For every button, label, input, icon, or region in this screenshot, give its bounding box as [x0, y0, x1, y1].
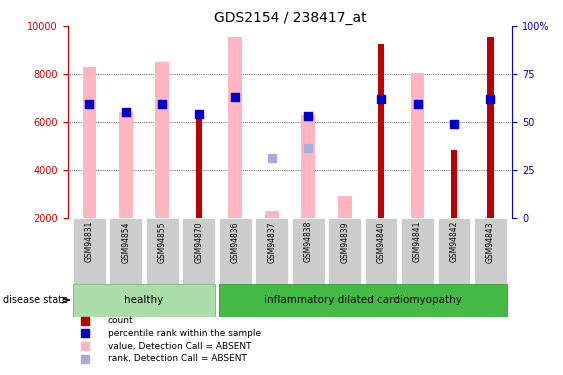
Point: [231, 94, 240, 100]
Point: [377, 96, 386, 102]
Bar: [451, 150, 457, 218]
Text: GSM94843: GSM94843: [486, 221, 495, 262]
Text: GSM94854: GSM94854: [122, 221, 131, 262]
Text: GSM94839: GSM94839: [340, 221, 349, 262]
Point: [413, 101, 422, 107]
Bar: [487, 37, 494, 218]
Bar: [365, 218, 397, 284]
Bar: [155, 62, 169, 218]
Bar: [265, 211, 279, 218]
Bar: [437, 218, 471, 284]
Bar: [219, 218, 252, 284]
Point: [81, 343, 90, 349]
Point: [486, 96, 495, 102]
Bar: [410, 73, 425, 218]
Point: [85, 101, 94, 107]
Bar: [195, 115, 202, 218]
Text: percentile rank within the sample: percentile rank within the sample: [108, 329, 261, 338]
Bar: [401, 218, 434, 284]
Bar: [255, 218, 288, 284]
Point: [81, 318, 90, 324]
Text: GSM94831: GSM94831: [85, 221, 94, 262]
Text: GSM94836: GSM94836: [231, 221, 240, 262]
Bar: [73, 218, 106, 284]
Text: count: count: [108, 316, 133, 325]
Point: [81, 330, 90, 336]
Bar: [378, 44, 385, 218]
Bar: [328, 218, 361, 284]
Bar: [182, 218, 215, 284]
Bar: [146, 218, 179, 284]
Text: healthy: healthy: [124, 295, 164, 305]
Point: [194, 111, 203, 117]
Text: GSM94840: GSM94840: [377, 221, 386, 262]
Text: rank, Detection Call = ABSENT: rank, Detection Call = ABSENT: [108, 354, 247, 363]
Text: GSM94838: GSM94838: [303, 221, 312, 262]
Bar: [229, 37, 242, 218]
Text: GSM94837: GSM94837: [267, 221, 276, 262]
Point: [303, 113, 312, 119]
Text: inflammatory dilated cardiomyopathy: inflammatory dilated cardiomyopathy: [264, 295, 462, 305]
Text: disease state: disease state: [3, 295, 68, 305]
Text: GSM94870: GSM94870: [194, 221, 203, 262]
Bar: [219, 284, 507, 316]
Title: GDS2154 / 238417_at: GDS2154 / 238417_at: [213, 11, 367, 25]
Point: [303, 146, 312, 152]
Bar: [109, 218, 142, 284]
Point: [267, 155, 276, 161]
Bar: [301, 115, 315, 218]
Bar: [83, 67, 96, 218]
Point: [449, 122, 458, 128]
Bar: [474, 218, 507, 284]
Text: value, Detection Call = ABSENT: value, Detection Call = ABSENT: [108, 342, 251, 351]
Point: [81, 356, 90, 362]
Bar: [338, 196, 351, 218]
Text: GSM94842: GSM94842: [449, 221, 458, 262]
Text: GSM94841: GSM94841: [413, 221, 422, 262]
Point: [122, 110, 131, 116]
Point: [158, 101, 167, 107]
Text: GSM94855: GSM94855: [158, 221, 167, 262]
Bar: [119, 112, 133, 218]
Bar: [73, 284, 215, 316]
Bar: [292, 218, 325, 284]
